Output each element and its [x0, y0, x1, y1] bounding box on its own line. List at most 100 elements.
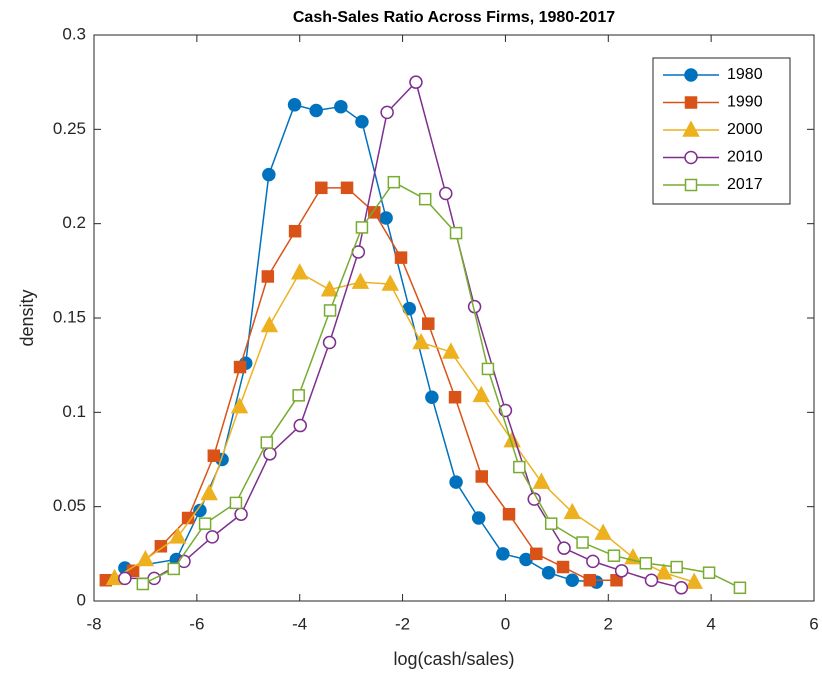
marker — [198, 517, 212, 530]
marker — [309, 103, 323, 118]
marker — [449, 226, 463, 240]
marker — [315, 181, 328, 195]
marker — [502, 507, 516, 521]
marker — [340, 181, 354, 195]
x-tick-label: -4 — [292, 614, 307, 633]
legend-label: 1980 — [727, 66, 763, 83]
y-tick-label: 0.15 — [53, 307, 86, 326]
marker — [230, 397, 249, 414]
x-tick-label: 6 — [809, 614, 818, 633]
x-tick-label: -6 — [189, 614, 204, 633]
marker — [118, 571, 132, 586]
marker — [655, 563, 673, 580]
marker — [448, 390, 462, 404]
marker — [229, 496, 243, 510]
series — [99, 181, 623, 587]
marker — [644, 573, 659, 587]
marker — [583, 573, 597, 587]
marker — [471, 511, 486, 525]
marker — [670, 560, 683, 574]
x-tick-label: 4 — [706, 614, 715, 633]
y-axis-label: density — [17, 289, 37, 346]
marker — [702, 566, 716, 579]
marker — [472, 385, 491, 403]
marker — [557, 541, 571, 555]
marker — [422, 317, 435, 330]
marker — [233, 360, 247, 374]
marker — [614, 564, 629, 578]
marker — [594, 523, 612, 540]
marker — [449, 475, 463, 489]
marker — [481, 362, 495, 376]
marker — [334, 99, 348, 114]
marker — [409, 75, 423, 89]
x-tick-label: 2 — [604, 614, 613, 633]
marker — [351, 272, 370, 289]
marker — [586, 554, 600, 569]
marker — [541, 565, 556, 580]
marker — [169, 527, 187, 544]
marker — [394, 251, 408, 264]
y-tick-label: 0 — [77, 590, 86, 609]
x-tick-label: -8 — [86, 614, 101, 633]
legend-box — [652, 57, 791, 205]
marker — [733, 581, 747, 595]
marker — [530, 547, 543, 561]
marker — [682, 120, 700, 137]
marker — [205, 530, 220, 544]
marker — [674, 581, 689, 595]
series-line — [105, 187, 617, 581]
legend-label: 2000 — [727, 121, 763, 138]
marker — [355, 221, 369, 234]
marker — [380, 105, 394, 120]
marker — [323, 304, 337, 317]
x-tick-label: -2 — [395, 614, 410, 633]
marker — [475, 470, 489, 483]
y-tick-label: 0.3 — [62, 24, 86, 43]
marker — [154, 540, 168, 553]
marker — [234, 507, 248, 521]
marker — [565, 573, 580, 587]
x-axis-label: log(cash/sales) — [393, 649, 514, 669]
legend-label: 2010 — [727, 149, 763, 166]
marker — [684, 150, 698, 165]
marker — [261, 270, 275, 283]
series — [105, 263, 703, 589]
marker — [136, 577, 150, 591]
marker — [418, 192, 432, 206]
marker — [355, 115, 369, 129]
marker — [381, 274, 399, 291]
marker — [167, 562, 180, 576]
legend-label: 1990 — [727, 94, 763, 111]
marker — [532, 472, 551, 489]
marker — [287, 98, 302, 112]
marker — [439, 186, 453, 201]
marker — [442, 342, 460, 359]
marker — [684, 68, 698, 82]
y-tick-label: 0.1 — [62, 402, 86, 421]
marker — [425, 390, 439, 404]
marker — [556, 560, 570, 574]
marker — [263, 447, 277, 461]
series-line — [114, 271, 695, 583]
marker — [684, 96, 698, 109]
y-tick-label: 0.25 — [53, 119, 86, 138]
y-tick-label: 0.2 — [62, 213, 86, 232]
y-tick-label: 0.05 — [53, 496, 86, 515]
marker — [193, 503, 207, 518]
marker — [320, 280, 339, 297]
marker — [207, 449, 221, 462]
marker — [292, 389, 305, 402]
marker — [685, 572, 703, 589]
marker — [136, 549, 155, 567]
plot-frame — [93, 34, 815, 602]
marker — [379, 211, 393, 225]
marker — [262, 167, 276, 182]
marker — [322, 335, 337, 350]
marker — [290, 263, 309, 280]
marker — [260, 436, 274, 449]
marker — [387, 175, 401, 189]
legend: 1980 1990 2000 2010 2017 — [652, 57, 791, 205]
marker — [496, 547, 510, 561]
